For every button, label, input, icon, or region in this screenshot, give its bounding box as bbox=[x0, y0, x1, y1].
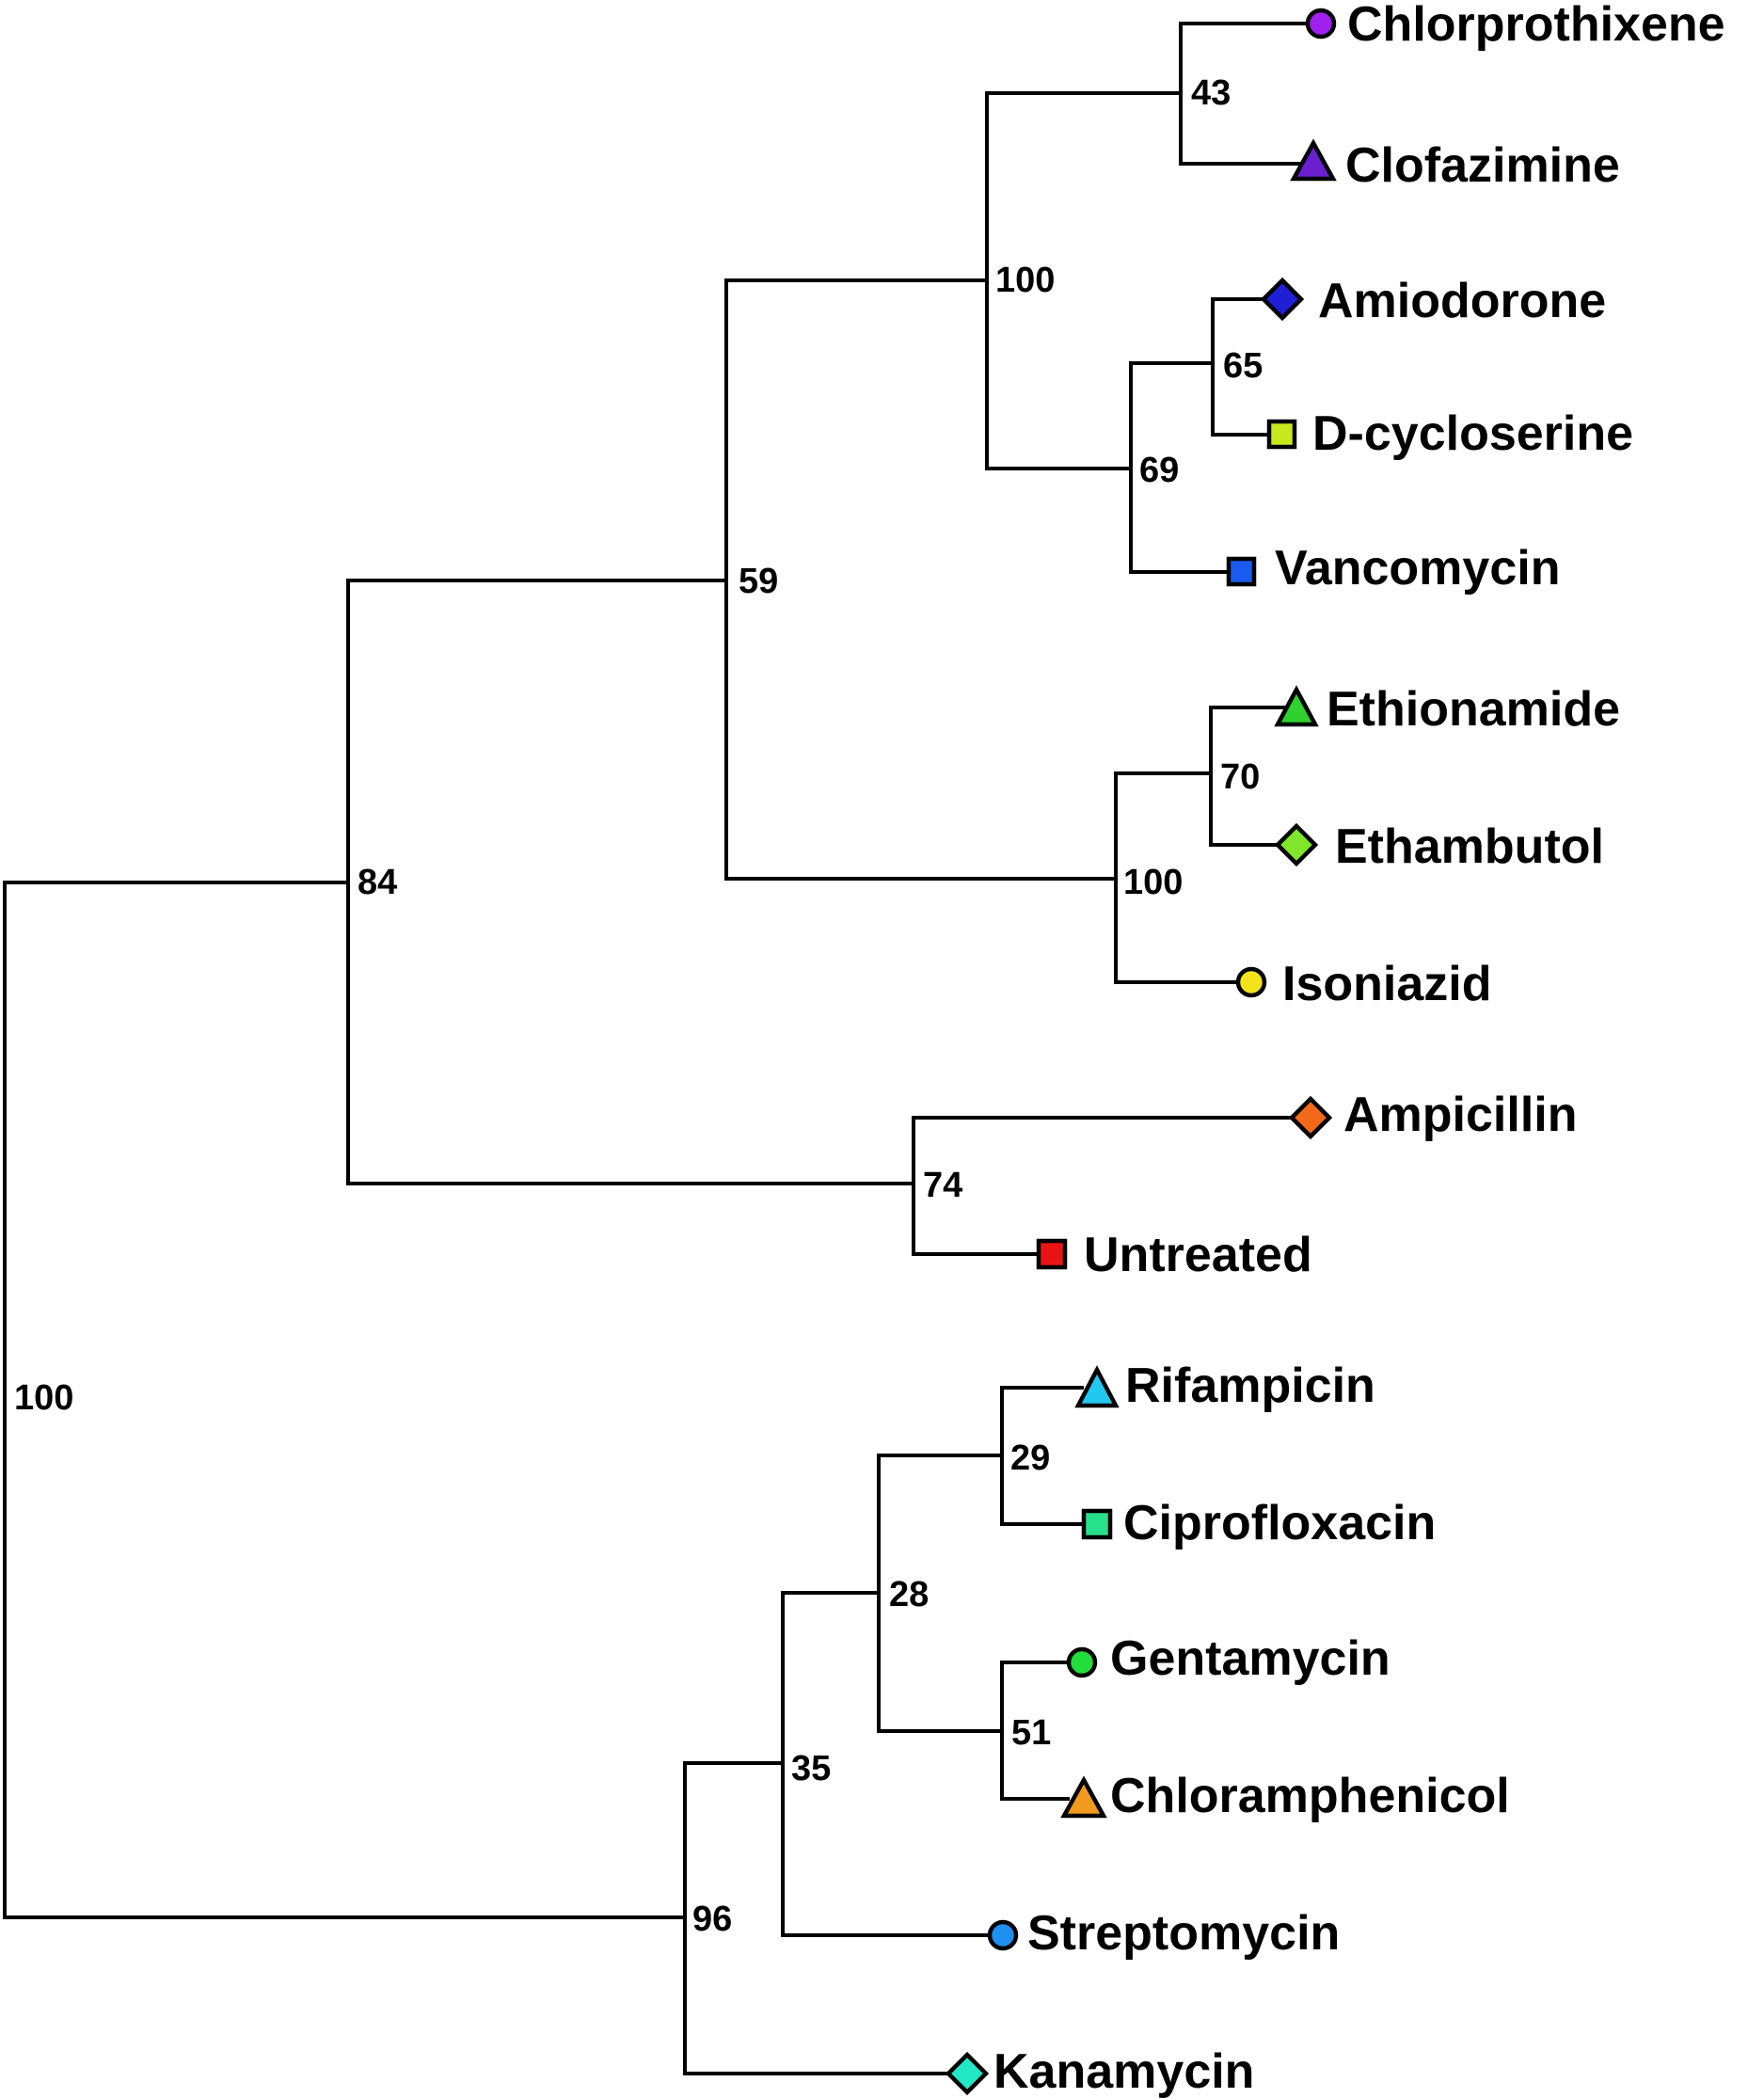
support-label-100a: 100 bbox=[995, 261, 1055, 300]
support-label-70: 70 bbox=[1220, 757, 1260, 797]
support-label-84: 84 bbox=[358, 863, 397, 902]
isoniazid-circle-marker bbox=[1235, 966, 1267, 998]
support-label-59: 59 bbox=[739, 562, 778, 601]
leaf-markers bbox=[945, 8, 1337, 2096]
support-label-29: 29 bbox=[1010, 1438, 1050, 1478]
branch-node-43 bbox=[1179, 22, 1323, 166]
branch-node-74 bbox=[912, 1116, 1295, 1256]
support-label-51: 51 bbox=[1011, 1713, 1051, 1753]
leaf-label-ethambutol: Ethambutol bbox=[1335, 819, 1604, 874]
leaf-label-untreated: Untreated bbox=[1084, 1228, 1312, 1282]
support-label-96: 96 bbox=[692, 1899, 732, 1939]
support-label-100b: 100 bbox=[1123, 863, 1183, 902]
ampicillin-diamond-marker bbox=[1288, 1095, 1333, 1140]
ciprofloxacin-square-marker bbox=[1081, 1508, 1113, 1540]
support-label-28: 28 bbox=[889, 1575, 929, 1614]
branch-node-84 bbox=[346, 579, 915, 1185]
leaf-label-ethionamide: Ethionamide bbox=[1327, 682, 1620, 737]
branch-node-65 bbox=[1211, 297, 1271, 437]
support-label-74: 74 bbox=[923, 1166, 962, 1205]
gentamycin-circle-marker bbox=[1066, 1646, 1098, 1678]
leaf-label-chlorprothixene: Chlorprothixene bbox=[1347, 0, 1725, 52]
branch-node-69 bbox=[1129, 361, 1231, 574]
leaf-label-isoniazid: Isoniazid bbox=[1282, 957, 1491, 1011]
support-label-69: 69 bbox=[1139, 451, 1179, 490]
branches bbox=[3, 22, 1323, 2075]
branch-node-28 bbox=[877, 1454, 1004, 1733]
leaf-label-kanamycin: Kanamycin bbox=[993, 2044, 1254, 2098]
ethionamide-triangle-marker bbox=[1274, 685, 1319, 727]
leaf-label-vancomycin: Vancomycin bbox=[1275, 541, 1560, 596]
branch-node-35 bbox=[781, 1591, 992, 1937]
support-label-65: 65 bbox=[1223, 346, 1263, 386]
branch-node-51 bbox=[1000, 1661, 1070, 1801]
leaf-label-ampicillin: Ampicillin bbox=[1343, 1088, 1577, 1142]
untreated-square-marker bbox=[1036, 1238, 1068, 1270]
streptomycin-circle-marker bbox=[987, 1919, 1019, 1951]
leaf-labels: Chlorprothixene Clofazimine Amiodorone D… bbox=[993, 0, 1725, 2098]
leaf-label-clofazimine: Clofazimine bbox=[1345, 138, 1620, 193]
leaf-label-streptomycin: Streptomycin bbox=[1027, 1906, 1340, 1961]
support-values: 100 84 59 100 43 69 65 100 70 74 96 35 2… bbox=[14, 73, 1263, 1939]
branch-node-29 bbox=[1000, 1386, 1084, 1526]
kanamycin-diamond-marker bbox=[945, 2051, 990, 2096]
clofazimine-triangle-marker bbox=[1290, 138, 1337, 182]
rifampicin-triangle-marker bbox=[1074, 1365, 1120, 1408]
leaf-label-amiodorone: Amiodorone bbox=[1318, 274, 1606, 328]
chloramphenicol-triangle-marker bbox=[1060, 1775, 1107, 1819]
support-label-root: 100 bbox=[14, 1378, 73, 1418]
branch-root bbox=[3, 881, 687, 1919]
branch-node-59 bbox=[724, 278, 1118, 881]
branch-node-96 bbox=[683, 1761, 952, 2075]
leaf-label-d-cycloserine: D-cycloserine bbox=[1312, 406, 1633, 461]
leaf-label-gentamycin: Gentamycin bbox=[1110, 1631, 1391, 1686]
leaf-label-chloramphenicol: Chloramphenicol bbox=[1110, 1769, 1510, 1823]
branch-node-100a bbox=[985, 91, 1183, 470]
leaf-label-rifampicin: Rifampicin bbox=[1125, 1359, 1375, 1413]
amiodorone-diamond-marker bbox=[1260, 277, 1305, 322]
support-label-35: 35 bbox=[791, 1749, 831, 1788]
d-cycloserine-square-marker bbox=[1266, 419, 1297, 450]
leaf-label-ciprofloxacin: Ciprofloxacin bbox=[1123, 1496, 1436, 1550]
support-label-43: 43 bbox=[1191, 73, 1231, 113]
branch-node-100b bbox=[1114, 771, 1242, 984]
branch-node-70 bbox=[1209, 706, 1285, 847]
chlorprothixene-circle-marker bbox=[1305, 8, 1337, 40]
ethambutol-diamond-marker bbox=[1274, 822, 1319, 867]
vancomycin-square-marker bbox=[1226, 556, 1257, 587]
